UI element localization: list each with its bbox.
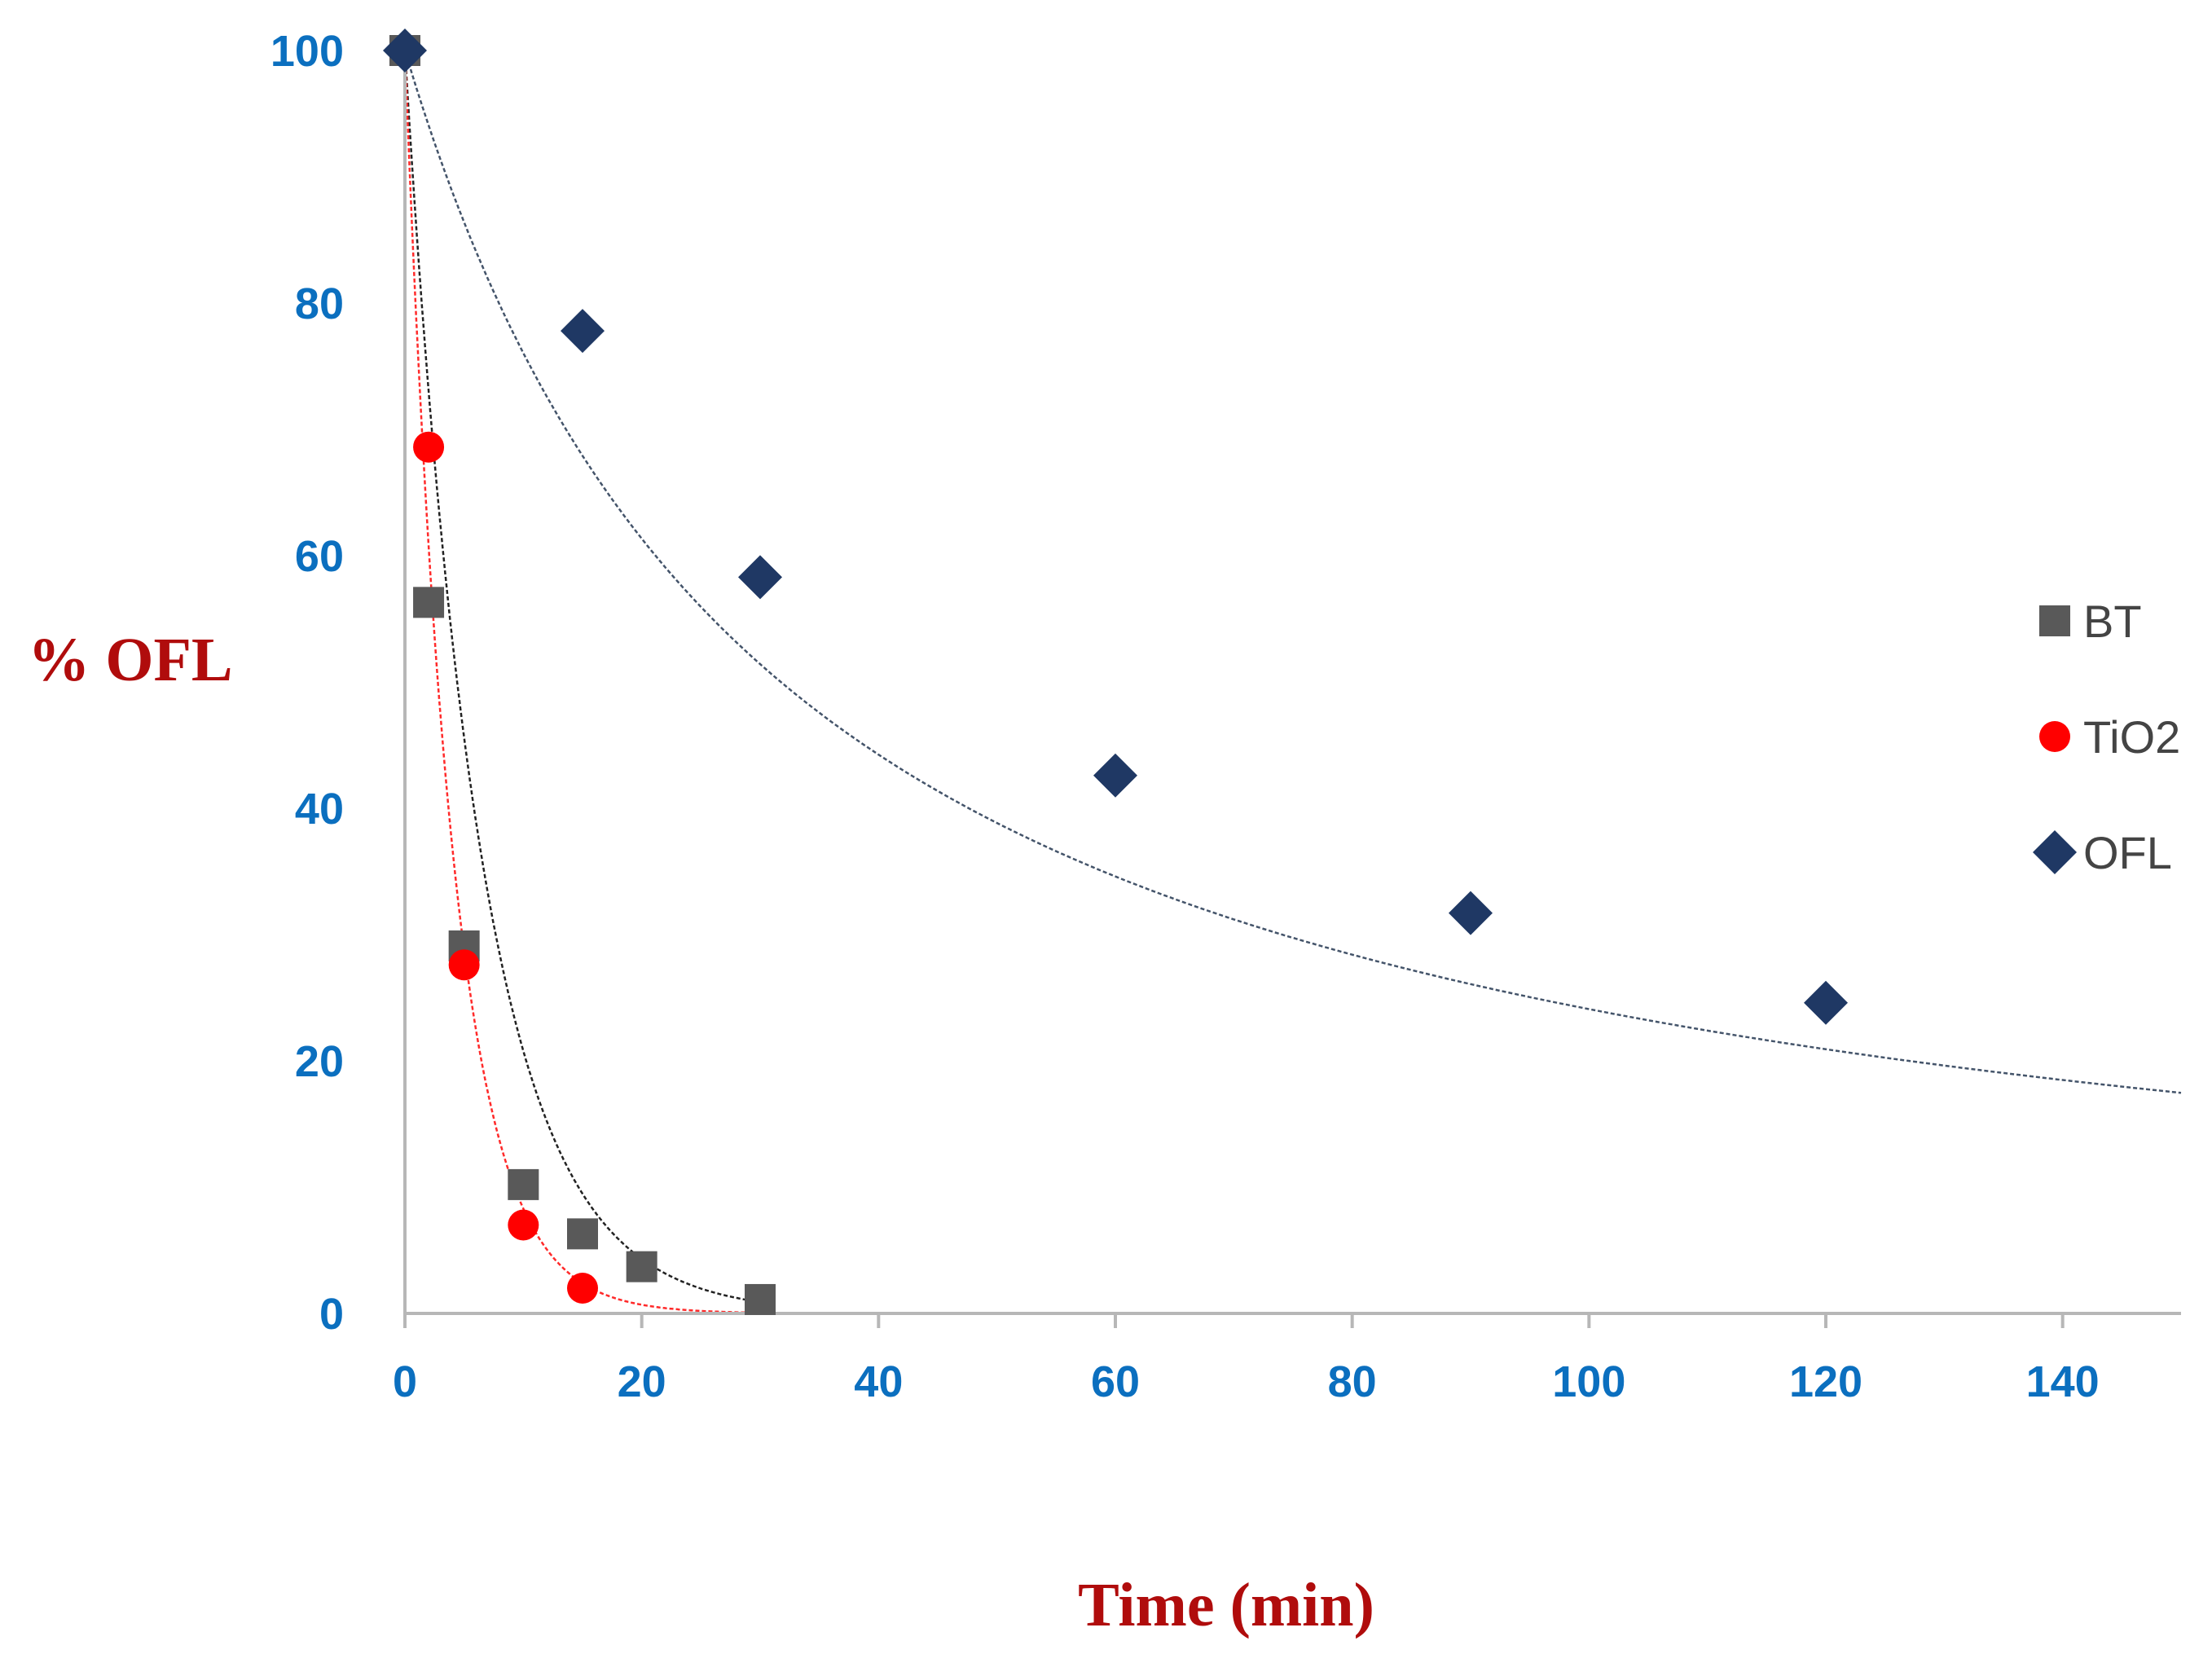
x-tick-label: 20 <box>618 1357 666 1406</box>
data-point-tio2 <box>413 431 445 463</box>
data-markers <box>383 29 1848 1315</box>
x-tick-label: 60 <box>1091 1357 1140 1406</box>
y-tick-label: 80 <box>295 279 344 328</box>
data-point-bt <box>413 587 445 618</box>
fit-curve-bt <box>403 50 761 1304</box>
fit-curves <box>403 50 2182 1314</box>
y-tick-label: 40 <box>295 785 344 834</box>
x-tick-label: 100 <box>1552 1357 1625 1406</box>
legend-label-ofl: OFL <box>2083 827 2172 878</box>
x-tick-label: 120 <box>1789 1357 1862 1406</box>
x-axis-title: Time (min) <box>1078 1571 1374 1639</box>
y-tick-label: 100 <box>270 27 344 76</box>
fit-curve-ofl <box>403 50 2182 1094</box>
x-tick-labels: 0 20 40 60 80 100 120 140 <box>393 1357 2100 1406</box>
legend-label-tio2: TiO2 <box>2083 711 2180 763</box>
x-tick-label: 0 <box>393 1357 417 1406</box>
data-point-ofl <box>738 555 782 600</box>
data-point-tio2 <box>567 1273 598 1304</box>
y-tick-label: 0 <box>319 1290 344 1339</box>
data-point-bt <box>508 1168 539 1200</box>
x-tick-label: 40 <box>854 1357 903 1406</box>
y-tick-label: 20 <box>295 1037 344 1086</box>
data-point-tio2 <box>508 1209 539 1241</box>
data-point-bt <box>567 1218 598 1250</box>
legend-marker-tio2 <box>2039 721 2070 752</box>
x-tick-marks <box>403 1313 2065 1328</box>
data-point-ofl <box>561 309 605 354</box>
legend-label-bt: BT <box>2083 596 2142 647</box>
x-tick-label: 140 <box>2026 1357 2100 1406</box>
data-point-bt <box>745 1283 776 1315</box>
data-point-ofl <box>1093 753 1137 798</box>
data-point-tio2 <box>448 949 480 981</box>
data-point-ofl <box>383 29 427 73</box>
legend: BT TiO2 OFL <box>2033 596 2180 878</box>
legend-marker-ofl <box>2033 830 2077 874</box>
data-point-ofl <box>1449 891 1493 935</box>
axes <box>403 51 2181 1328</box>
data-point-bt <box>626 1251 657 1282</box>
y-tick-labels: 0 20 40 60 80 100 <box>270 27 344 1339</box>
data-point-ofl <box>1804 980 1848 1025</box>
x-tick-label: 80 <box>1328 1357 1377 1406</box>
legend-marker-bt <box>2039 605 2070 636</box>
fit-curve-tio2 <box>403 50 749 1314</box>
y-axis-title: % OFL <box>28 626 232 694</box>
y-tick-label: 60 <box>295 532 344 581</box>
